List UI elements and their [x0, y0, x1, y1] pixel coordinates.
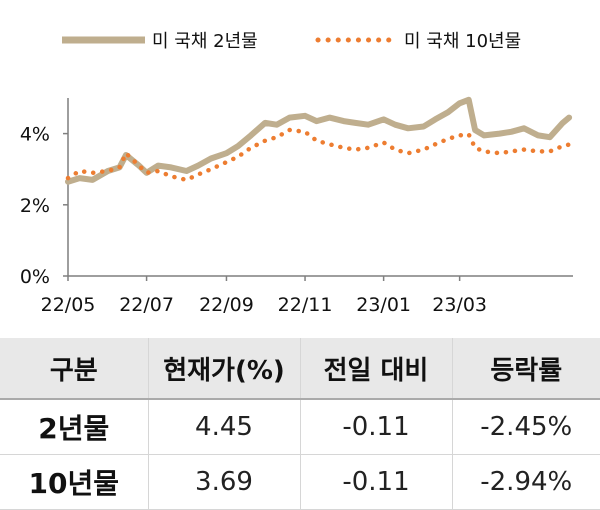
- table-header-row: 구분 현재가(%) 전일 대비 등락률: [0, 338, 600, 400]
- header-rate: 등락률: [452, 338, 600, 400]
- cell-current: 4.45: [148, 399, 301, 455]
- x-tick-label: 22/05: [41, 294, 96, 316]
- cell-current: 3.69: [148, 454, 301, 510]
- cell-change: -0.11: [300, 454, 453, 510]
- cell-rate: -2.45%: [452, 399, 600, 455]
- row-label: 10년물: [0, 454, 149, 510]
- legend: 미 국채 2년물 미 국채 10년물: [62, 31, 521, 52]
- y-tick-label: 2%: [20, 195, 50, 217]
- x-ticks: 22/05 22/07 22/09 22/11 23/01 23/03: [41, 276, 487, 316]
- y-tick-label: 0%: [20, 266, 50, 288]
- header-current: 현재가(%): [148, 338, 301, 400]
- x-tick-label: 22/09: [199, 294, 254, 316]
- yield-table: 구분 현재가(%) 전일 대비 등락률 2년물 4.45 -0.11 -2.45…: [0, 338, 600, 510]
- legend-2y-label: 미 국채 2년물: [152, 31, 258, 52]
- x-tick-label: 23/01: [356, 294, 411, 316]
- cell-rate: -2.94%: [452, 454, 600, 510]
- cell-change: -0.11: [300, 399, 453, 455]
- header-category: 구분: [0, 338, 149, 400]
- yield-chart: 미 국채 2년물 미 국채 10년물 0%2%4% 22/05 22/07 22/0…: [20, 31, 573, 316]
- table-row: 10년물 3.69 -0.11 -2.94%: [0, 454, 600, 510]
- series-2y-line: [65, 96, 573, 185]
- header-change: 전일 대비: [300, 338, 453, 400]
- yield-table-container: 구분 현재가(%) 전일 대비 등락률 2년물 4.45 -0.11 -2.45…: [0, 338, 600, 510]
- y-tick-label: 4%: [20, 124, 50, 146]
- y-ticks: 0% 2% 4%: [20, 124, 68, 288]
- table-row: 2년물 4.45 -0.11 -2.45%: [0, 399, 600, 455]
- x-tick-label: 22/07: [119, 294, 174, 316]
- x-tick-label: 22/11: [278, 294, 333, 316]
- row-label: 2년물: [0, 399, 149, 455]
- legend-10y-label: 미 국채 10년물: [404, 31, 521, 52]
- series-10y-line: [65, 127, 572, 183]
- series-layer: [65, 96, 573, 185]
- x-tick-label: 23/03: [432, 294, 487, 316]
